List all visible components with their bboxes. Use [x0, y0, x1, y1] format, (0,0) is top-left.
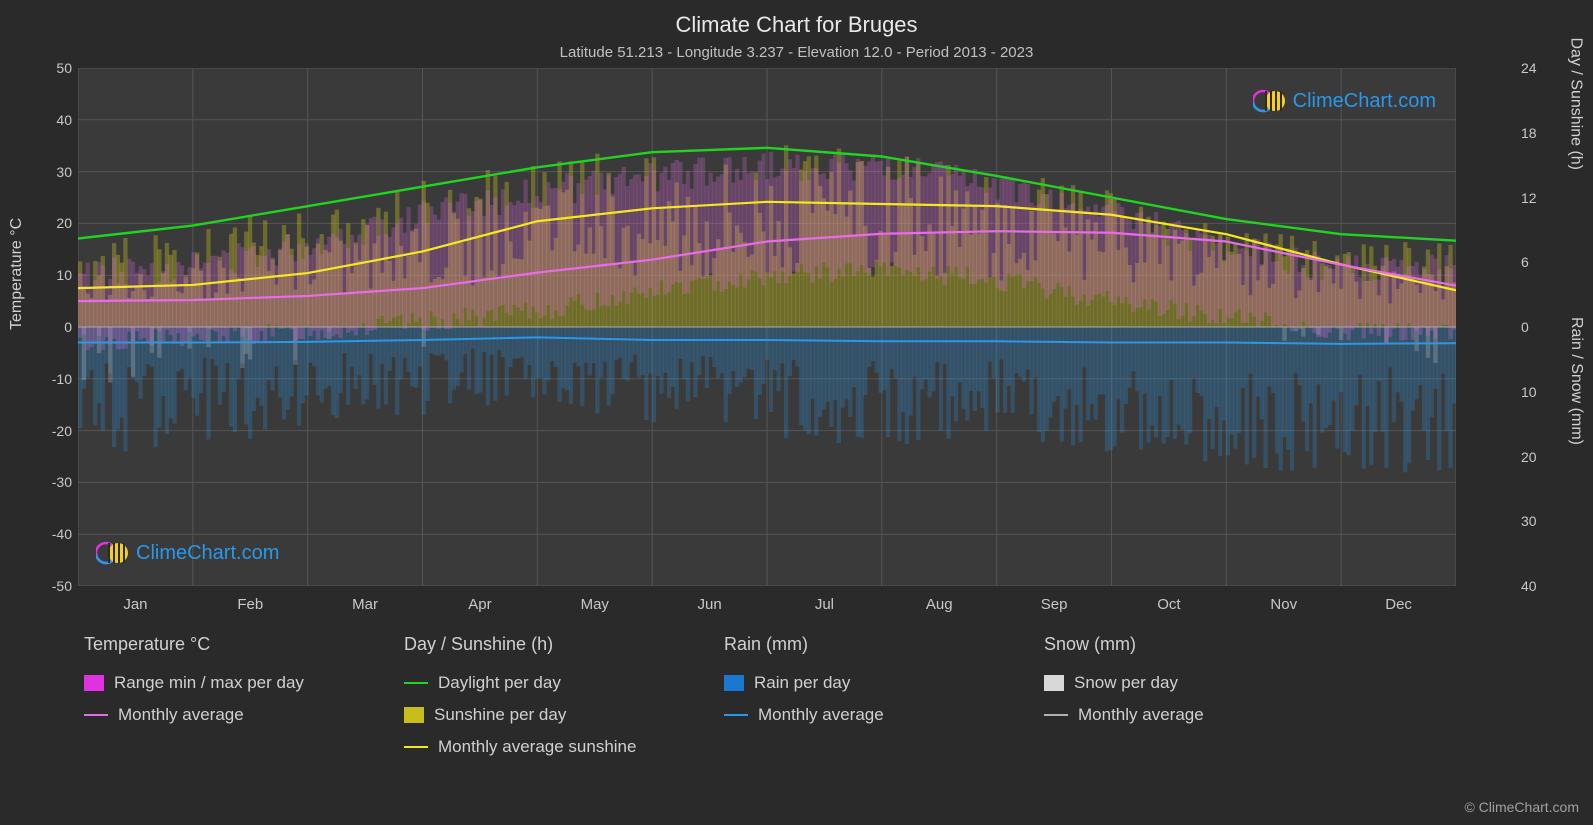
legend-column: Day / Sunshine (h) Daylight per day Sunshi… — [404, 634, 664, 757]
legend-item: Monthly average — [1044, 705, 1304, 725]
legend: Temperature °C Range min / max per day Mon… — [84, 634, 1553, 757]
x-tick: Nov — [1270, 596, 1297, 613]
y-left-tick: 10 — [38, 267, 72, 283]
y-right-bot-tick: 40 — [1521, 578, 1555, 594]
y-axis-left-label: Temperature °C — [8, 218, 26, 330]
plot-area: ClimeChart.com ClimeChart.com — [78, 68, 1456, 586]
legend-label: Monthly average — [118, 705, 244, 725]
x-tick: May — [581, 596, 609, 613]
y-left-tick: -40 — [38, 526, 72, 542]
legend-column: Rain (mm) Rain per day Monthly average — [724, 634, 984, 757]
legend-swatch — [724, 675, 744, 691]
x-tick: Aug — [926, 596, 953, 613]
legend-item: Daylight per day — [404, 673, 664, 693]
legend-label: Snow per day — [1074, 673, 1178, 693]
x-tick: Oct — [1157, 596, 1180, 613]
legend-swatch — [1044, 714, 1068, 716]
y-left-tick: -50 — [38, 578, 72, 594]
y-right-bot-tick: 30 — [1521, 513, 1555, 529]
legend-header: Day / Sunshine (h) — [404, 634, 664, 655]
legend-label: Daylight per day — [438, 673, 561, 693]
y-right-top-tick: 24 — [1521, 60, 1555, 76]
x-tick: Dec — [1385, 596, 1412, 613]
legend-item: Range min / max per day — [84, 673, 344, 693]
legend-label: Rain per day — [754, 673, 850, 693]
legend-item: Monthly average sunshine — [404, 737, 664, 757]
x-tick: Jan — [123, 596, 147, 613]
legend-swatch — [724, 714, 748, 716]
y-axis-right-bot-label: Rain / Snow (mm) — [1567, 317, 1585, 445]
watermark-text: ClimeChart.com — [1293, 90, 1436, 113]
copyright-text: © ClimeChart.com — [1464, 799, 1579, 815]
legend-header: Temperature °C — [84, 634, 344, 655]
x-tick: Mar — [352, 596, 378, 613]
logo-icon — [96, 540, 130, 566]
y-right-top-tick: 6 — [1521, 254, 1555, 270]
y-right-bot-tick: 10 — [1521, 384, 1555, 400]
legend-item: Rain per day — [724, 673, 984, 693]
legend-swatch — [404, 682, 428, 684]
legend-item: Monthly average — [724, 705, 984, 725]
chart-title: Climate Chart for Bruges — [0, 0, 1593, 38]
x-tick: Sep — [1041, 596, 1068, 613]
legend-item: Sunshine per day — [404, 705, 664, 725]
legend-label: Monthly average — [758, 705, 884, 725]
legend-swatch — [1044, 675, 1064, 691]
y-left-tick: 30 — [38, 164, 72, 180]
watermark-bottom: ClimeChart.com — [96, 540, 279, 566]
legend-label: Monthly average sunshine — [438, 737, 636, 757]
legend-label: Monthly average — [1078, 705, 1204, 725]
y-left-tick: 20 — [38, 215, 72, 231]
legend-item: Snow per day — [1044, 673, 1304, 693]
y-right-bot-tick: 20 — [1521, 449, 1555, 465]
legend-header: Rain (mm) — [724, 634, 984, 655]
y-left-tick: -20 — [38, 423, 72, 439]
climate-chart: Climate Chart for Bruges Latitude 51.213… — [0, 0, 1593, 825]
watermark-text: ClimeChart.com — [136, 542, 279, 565]
legend-swatch — [404, 707, 424, 723]
legend-label: Range min / max per day — [114, 673, 304, 693]
legend-column: Snow (mm) Snow per day Monthly average — [1044, 634, 1304, 757]
plot-svg — [78, 68, 1456, 586]
x-tick: Jun — [697, 596, 721, 613]
legend-label: Sunshine per day — [434, 705, 566, 725]
x-tick: Jul — [815, 596, 834, 613]
y-right-top-tick: 12 — [1521, 190, 1555, 206]
y-right-top-tick: 18 — [1521, 125, 1555, 141]
legend-column: Temperature °C Range min / max per day Mon… — [84, 634, 344, 757]
y-left-tick: -10 — [38, 371, 72, 387]
y-left-tick: 40 — [38, 112, 72, 128]
chart-subtitle: Latitude 51.213 - Longitude 3.237 - Elev… — [0, 44, 1593, 61]
legend-item: Monthly average — [84, 705, 344, 725]
y-axis-right-top-label: Day / Sunshine (h) — [1567, 37, 1585, 170]
x-tick: Feb — [237, 596, 263, 613]
logo-icon — [1253, 88, 1287, 114]
legend-swatch — [84, 675, 104, 691]
legend-swatch — [404, 746, 428, 748]
x-tick: Apr — [468, 596, 491, 613]
y-left-tick: 0 — [38, 319, 72, 335]
y-left-tick: 50 — [38, 60, 72, 76]
legend-header: Snow (mm) — [1044, 634, 1304, 655]
y-left-tick: -30 — [38, 474, 72, 490]
watermark-top: ClimeChart.com — [1253, 88, 1436, 114]
legend-swatch — [84, 714, 108, 716]
y-right-top-tick: 0 — [1521, 319, 1555, 335]
